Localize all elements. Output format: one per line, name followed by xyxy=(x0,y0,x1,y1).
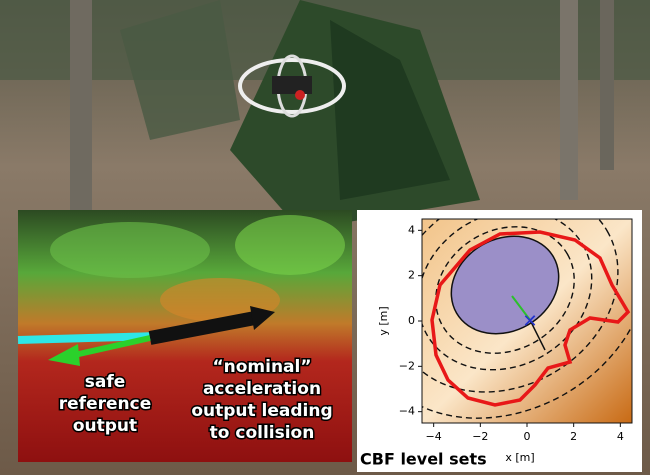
y-tick-label: −4 xyxy=(399,405,415,418)
x-tick-label: −4 xyxy=(426,430,442,443)
caption: CBF level sets xyxy=(360,450,487,469)
y-tick-label: −2 xyxy=(399,359,415,372)
figure: safereferenceoutput “nominal”acceleratio… xyxy=(0,0,650,475)
x-tick-label: 0 xyxy=(524,430,531,443)
scene: safereferenceoutput “nominal”acceleratio… xyxy=(0,0,650,475)
x-axis-label: x [m] xyxy=(505,451,534,464)
x-tick-label: 2 xyxy=(570,430,577,443)
x-tick-label: −2 xyxy=(472,430,488,443)
svg-text:✕: ✕ xyxy=(522,311,537,332)
y-tick-label: 2 xyxy=(408,269,415,282)
x-tick-label: 4 xyxy=(617,430,624,443)
y-axis-label: y [m] xyxy=(377,306,390,335)
y-tick-label: 0 xyxy=(408,314,415,327)
y-tick-label: 4 xyxy=(408,223,415,236)
